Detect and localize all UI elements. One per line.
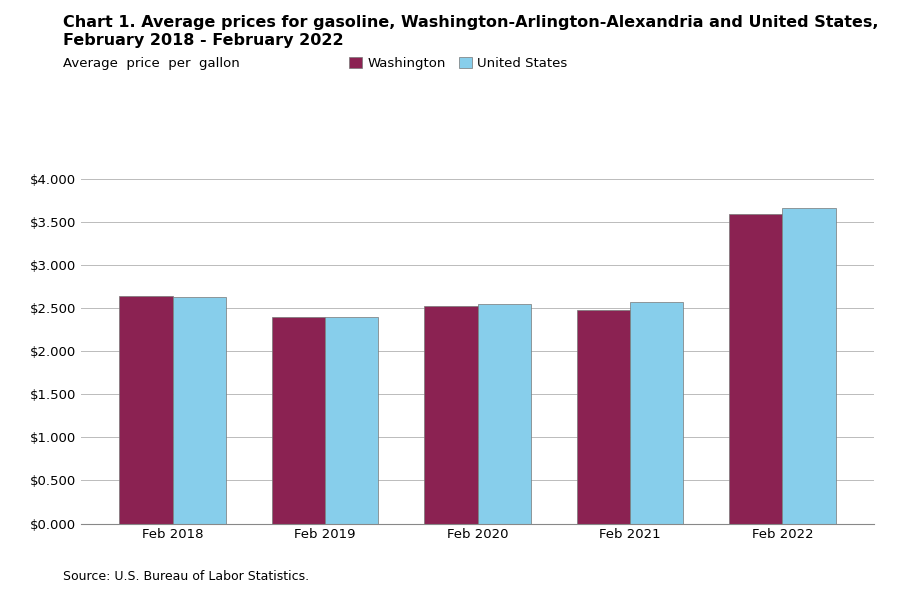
Bar <box>424 306 478 524</box>
Text: February 2018 - February 2022: February 2018 - February 2022 <box>63 33 343 48</box>
Bar <box>782 208 836 524</box>
Text: Chart 1. Average prices for gasoline, Washington-Arlington-Alexandria and United: Chart 1. Average prices for gasoline, Wa… <box>63 15 878 30</box>
Bar <box>325 317 378 524</box>
Text: Source: U.S. Bureau of Labor Statistics.: Source: U.S. Bureau of Labor Statistics. <box>63 570 309 583</box>
Bar <box>630 302 683 524</box>
Legend: Washington, United States: Washington, United States <box>349 57 568 70</box>
Bar <box>119 296 173 524</box>
Bar <box>478 305 531 524</box>
Text: Average  price  per  gallon: Average price per gallon <box>63 57 240 70</box>
Bar <box>577 309 630 524</box>
Bar <box>729 214 782 524</box>
Bar <box>272 317 325 524</box>
Bar <box>173 297 226 524</box>
